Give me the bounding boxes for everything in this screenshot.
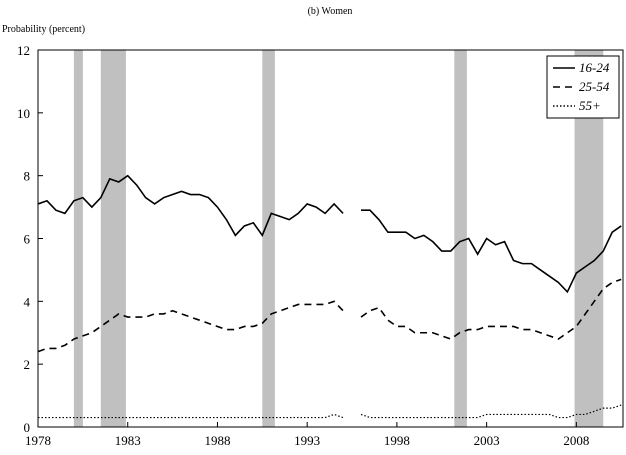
x-tick-label: 1983 xyxy=(115,433,141,448)
legend-label: 25-54 xyxy=(579,79,610,94)
recession-band xyxy=(454,50,467,427)
y-tick-label: 4 xyxy=(24,294,31,309)
y-tick-label: 10 xyxy=(17,106,30,121)
series-line xyxy=(37,278,622,353)
legend-label: 55+ xyxy=(579,98,601,113)
chart-title: (b) Women xyxy=(308,6,353,17)
x-tick-label: 1988 xyxy=(204,433,230,448)
series-line xyxy=(37,174,622,294)
legend-label: 16-24 xyxy=(579,60,610,75)
x-tick-label: 2008 xyxy=(563,433,589,448)
y-tick-label: 0 xyxy=(24,420,31,435)
y-tick-label: 12 xyxy=(17,43,30,58)
y-tick-label: 8 xyxy=(24,169,31,184)
recession-band xyxy=(100,50,126,427)
x-tick-label: 1993 xyxy=(294,433,320,448)
x-tick-label: 1998 xyxy=(384,433,410,448)
recession-band xyxy=(73,50,83,427)
y-tick-label: 6 xyxy=(24,232,31,247)
x-tick-label: 2003 xyxy=(474,433,500,448)
y-axis-label: Probability (percent) xyxy=(2,24,85,35)
x-tick-label: 1978 xyxy=(25,433,51,448)
y-tick-label: 2 xyxy=(24,357,31,372)
recession-band xyxy=(262,50,275,427)
